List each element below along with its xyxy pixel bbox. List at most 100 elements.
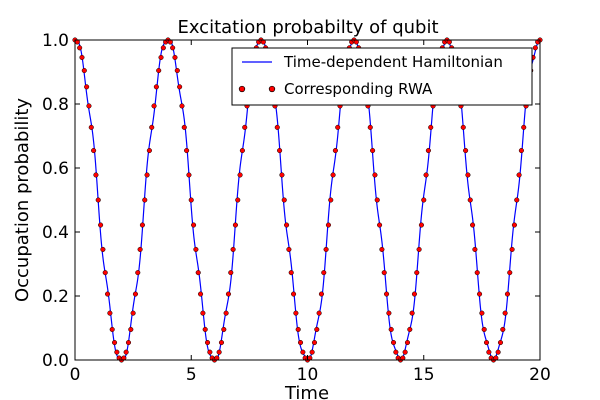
rwa-point xyxy=(288,270,294,276)
rwa-point xyxy=(486,349,492,355)
rwa-point xyxy=(151,103,157,109)
rwa-point xyxy=(460,124,466,130)
x-tick-label: 15 xyxy=(413,365,435,385)
rwa-point xyxy=(188,197,194,203)
rwa-point xyxy=(500,326,506,332)
rwa-point xyxy=(504,291,511,297)
rwa-point xyxy=(184,148,190,154)
rwa-point xyxy=(293,310,299,316)
legend-label-hamiltonian: Time-dependent Hamiltonian xyxy=(283,53,503,71)
rwa-point xyxy=(300,349,306,355)
rwa-point xyxy=(153,84,159,90)
rwa-point xyxy=(156,68,162,74)
rwa-point xyxy=(149,124,155,130)
rwa-point xyxy=(186,172,192,178)
rwa-point xyxy=(274,124,280,130)
rwa-point xyxy=(311,340,318,346)
rwa-point xyxy=(130,310,136,316)
rwa-point xyxy=(532,45,538,51)
rwa-point xyxy=(328,197,334,203)
rwa-point xyxy=(191,222,197,228)
rwa-point xyxy=(123,349,129,355)
rwa-point xyxy=(483,340,490,346)
rwa-point xyxy=(146,148,152,154)
rwa-point xyxy=(381,270,387,276)
rwa-point xyxy=(225,291,231,297)
rwa-point xyxy=(177,84,183,90)
rwa-point xyxy=(91,148,97,154)
rwa-point xyxy=(132,291,138,297)
rwa-point xyxy=(370,148,376,154)
rwa-point xyxy=(518,148,524,154)
rwa-point xyxy=(414,270,420,276)
legend-marker-swatch-1 xyxy=(238,85,246,93)
rwa-point xyxy=(144,172,150,178)
rwa-point xyxy=(277,148,283,154)
rwa-point xyxy=(297,340,304,346)
rwa-point xyxy=(514,197,520,203)
legend-box xyxy=(231,47,533,106)
rwa-point xyxy=(228,270,234,276)
rwa-point xyxy=(372,172,378,178)
rwa-point xyxy=(107,310,113,316)
rwa-point xyxy=(323,246,329,252)
rwa-point xyxy=(404,340,411,346)
rwa-point xyxy=(286,246,292,252)
rwa-point xyxy=(230,246,236,252)
y-tick-label: 0.0 xyxy=(42,351,69,371)
rwa-point xyxy=(309,349,315,355)
rwa-point xyxy=(239,148,245,154)
rwa-point xyxy=(79,54,85,60)
rwa-point xyxy=(481,326,487,332)
rwa-point xyxy=(193,246,199,252)
x-tick-label: 5 xyxy=(186,365,197,385)
rwa-point xyxy=(284,222,290,228)
rwa-point xyxy=(281,197,287,203)
rwa-point xyxy=(170,45,176,51)
rwa-point xyxy=(407,326,413,332)
y-tick-label: 0.6 xyxy=(42,159,69,179)
rwa-point xyxy=(216,349,222,355)
rwa-point xyxy=(98,222,104,228)
y-tick-label: 0.8 xyxy=(42,95,69,115)
rwa-point xyxy=(367,124,373,130)
rwa-point xyxy=(111,340,118,346)
rwa-point xyxy=(86,103,92,109)
rwa-point xyxy=(198,291,204,297)
rwa-point xyxy=(158,54,164,60)
rwa-point xyxy=(235,197,241,203)
rwa-point xyxy=(128,326,134,332)
rwa-point xyxy=(223,310,229,316)
rwa-point xyxy=(295,326,301,332)
x-tick-label: 0 xyxy=(70,365,81,385)
rwa-point xyxy=(379,246,385,252)
rwa-point xyxy=(237,172,243,178)
rwa-point xyxy=(202,326,208,332)
x-tick-label: 10 xyxy=(297,365,319,385)
rwa-point xyxy=(139,222,145,228)
legend-label-rwa: Corresponding RWA xyxy=(284,80,433,98)
rwa-point xyxy=(472,246,478,252)
rwa-point xyxy=(388,326,394,332)
chart-title: Excitation probabilty of qubit xyxy=(177,17,438,38)
y-axis-ticks: 0.0 0.2 0.4 0.6 0.8 1.0 xyxy=(42,31,540,371)
rwa-point xyxy=(137,246,143,252)
rwa-point xyxy=(179,103,185,109)
rwa-point xyxy=(321,270,327,276)
rwa-point xyxy=(232,222,238,228)
y-tick-label: 0.4 xyxy=(42,223,69,243)
rwa-point xyxy=(204,340,211,346)
rwa-point xyxy=(242,124,248,130)
rwa-point xyxy=(314,326,320,332)
rwa-point xyxy=(142,197,148,203)
rwa-point xyxy=(160,45,166,51)
rwa-point xyxy=(95,197,101,203)
rwa-point xyxy=(200,310,206,316)
rwa-point xyxy=(467,197,473,203)
rwa-point xyxy=(411,291,418,297)
rwa-point xyxy=(421,197,427,203)
rwa-point xyxy=(81,68,87,74)
rwa-point xyxy=(507,270,513,276)
rwa-point xyxy=(477,291,483,297)
